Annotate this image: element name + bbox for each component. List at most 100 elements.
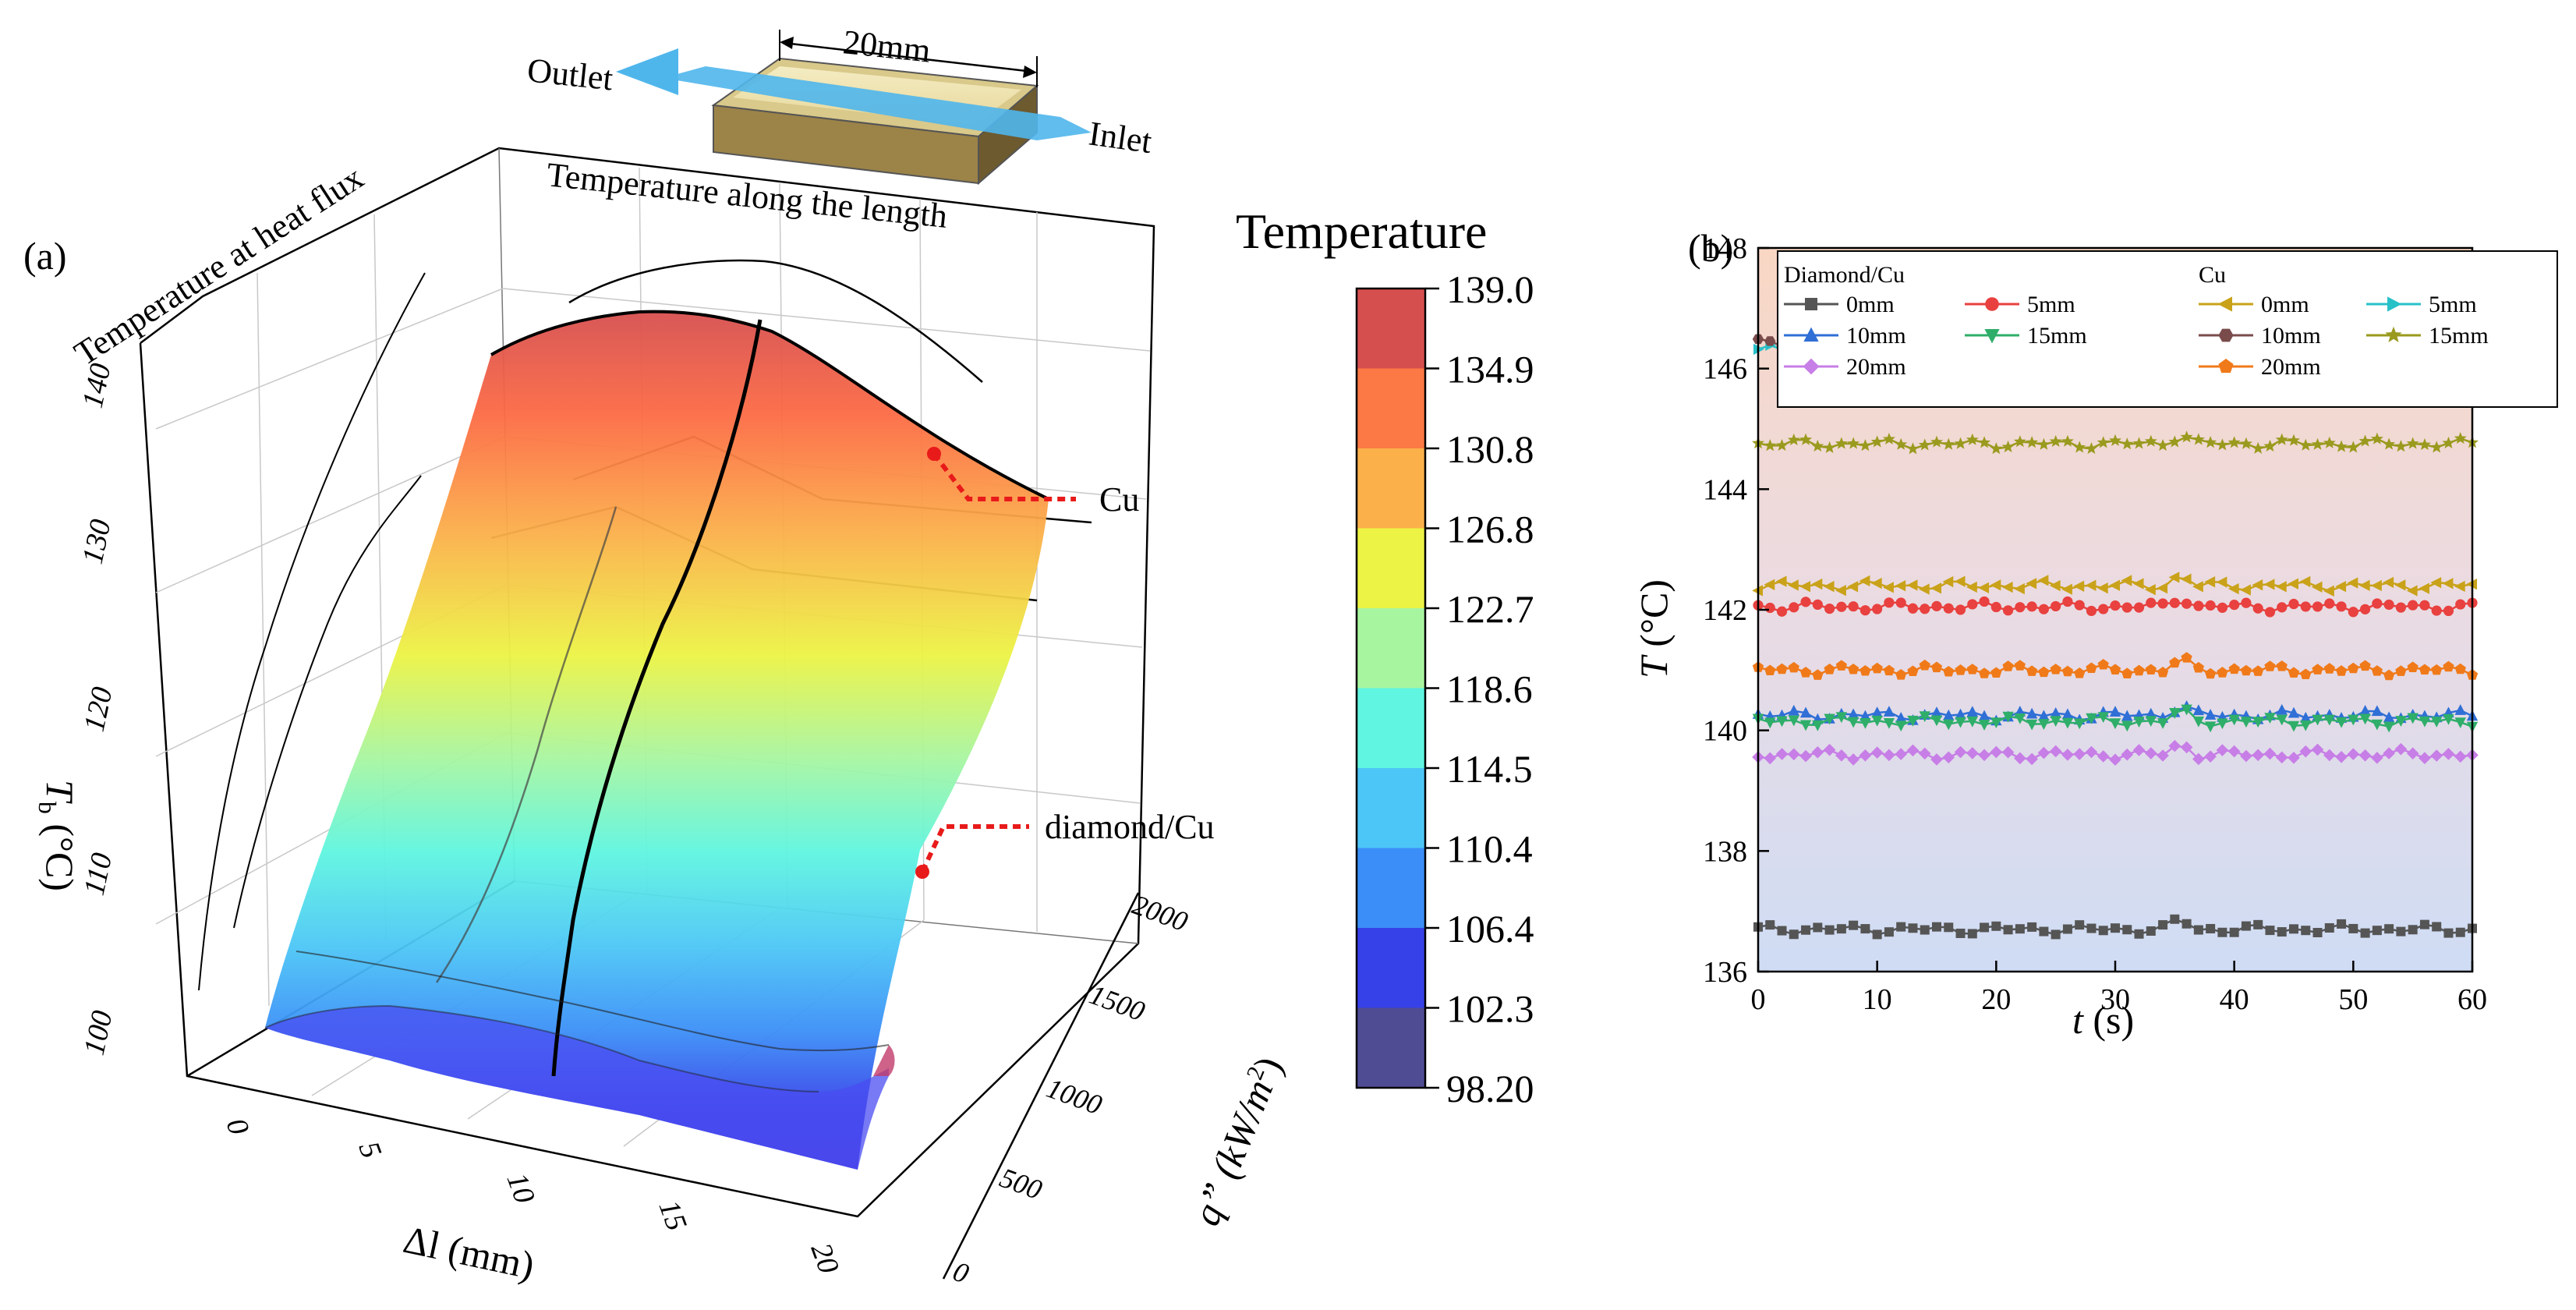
series-point [2372, 926, 2382, 936]
colorbar-blocks [1355, 287, 1427, 1089]
series-point [1883, 749, 1895, 762]
series-point [2430, 576, 2442, 589]
series-point [2431, 717, 2443, 728]
series-point [2394, 742, 2408, 756]
series-point [2371, 665, 2383, 676]
series-point [2122, 925, 2132, 935]
legend-marker [1985, 297, 1999, 311]
series-point [2432, 922, 2442, 932]
series-point [2015, 924, 2025, 934]
series-point [2419, 752, 2431, 765]
series-point [2229, 927, 2239, 937]
series-point [2061, 749, 2074, 761]
series-point [1942, 437, 1955, 450]
series-point [2157, 582, 2168, 594]
colorbar-labels: 139.0 134.9 130.8 126.8 122.7 118.6 114.5 110.4… [1425, 267, 1534, 1110]
series-point [1871, 662, 1883, 674]
series-point [2252, 579, 2263, 591]
series-point [1799, 720, 1812, 731]
schematic-width: 20mm [841, 23, 932, 69]
colorbar-block [1357, 1007, 1425, 1089]
series-point [2396, 926, 2406, 936]
colorbar-title: Temperature [1236, 204, 1487, 259]
series-point [1990, 442, 2003, 455]
series-point [1777, 926, 1787, 936]
series-point [2277, 927, 2287, 937]
series-point [2085, 745, 2098, 759]
series-point [1813, 922, 1823, 933]
series-point [2323, 749, 2336, 762]
series-point [2061, 665, 2074, 677]
series-point [1943, 665, 1955, 677]
series-point [2430, 441, 2443, 453]
series-point [2240, 717, 2252, 728]
series-point [1884, 597, 1895, 608]
series-point [2252, 665, 2264, 676]
series-point [2358, 749, 2372, 762]
series-point [1789, 929, 1799, 940]
colorbar-label: 118.6 [1446, 667, 1533, 711]
series-point [2324, 922, 2334, 933]
y-axis-tick: 500 [996, 1162, 1046, 1206]
series-point [2168, 572, 2180, 583]
series-point [2180, 741, 2193, 754]
series-point [2157, 718, 2169, 729]
series-point [1788, 715, 1799, 727]
colorbar-block [1357, 608, 1425, 689]
series-point [2455, 599, 2466, 610]
legend-marker [2218, 328, 2234, 342]
series-point [2073, 441, 2086, 453]
series-point [2132, 437, 2146, 449]
series-point [1859, 664, 1871, 676]
series-point [1801, 925, 1811, 935]
legend-item: 20mm [1784, 354, 1906, 380]
series-point [1812, 669, 1824, 680]
legend-item: 5mm [1965, 292, 2075, 317]
series-point [2300, 601, 2311, 612]
series-point [2206, 923, 2216, 933]
series-point [2217, 667, 2228, 678]
series-point [2049, 579, 2061, 592]
b-y-tick: 148 [1703, 232, 1747, 265]
series-point [1907, 715, 1919, 727]
series-point [2121, 720, 2133, 732]
colorbar-block [1357, 528, 1425, 609]
series-point [1764, 602, 1775, 614]
series-point [2204, 709, 2217, 720]
series-point [2442, 748, 2455, 760]
series-point [1823, 580, 1835, 593]
b-y-tick: 136 [1703, 956, 1747, 989]
series-point [1775, 748, 1789, 760]
series-point [2038, 719, 2050, 730]
series-point [1776, 663, 1788, 674]
series-point [1764, 717, 1776, 729]
series-point [1906, 579, 1918, 591]
series-point [2347, 577, 2358, 589]
series-point [1954, 575, 1966, 587]
series-point [2169, 657, 2181, 668]
series-point [1824, 925, 1835, 935]
series-point [2443, 713, 2454, 725]
series-point [2205, 667, 2217, 679]
series-point [1978, 667, 1990, 678]
series-point [1882, 432, 1895, 445]
series-point [1966, 433, 1979, 445]
panel-b-label: (b) [1688, 226, 1733, 270]
series-point [1895, 720, 1907, 732]
series-point [1895, 748, 1907, 760]
series-point [2169, 597, 2180, 608]
x-axis-label: Δl (mm) [400, 1217, 539, 1287]
series-point [2192, 581, 2203, 593]
series-point [1870, 577, 1882, 590]
legend-marker [1803, 358, 1820, 375]
series-point [2132, 744, 2146, 756]
series-point [1990, 601, 2001, 613]
series-point [1883, 664, 1895, 676]
series-point [2098, 926, 2108, 936]
b-x-tick: 10 [1863, 983, 1892, 1016]
series-point [2217, 718, 2228, 730]
series-point [1966, 706, 1978, 717]
series-point [2026, 665, 2038, 676]
